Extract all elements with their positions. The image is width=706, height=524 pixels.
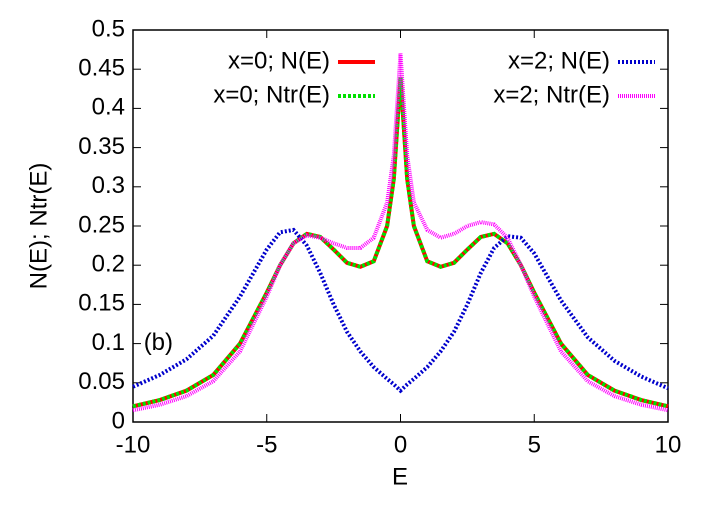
legend-label: x=0; Ntr(E) [213, 81, 330, 108]
legend-label: x=2; Ntr(E) [493, 81, 610, 108]
legend-label: x=0; N(E) [228, 47, 330, 74]
y-tick-label: 0.1 [92, 329, 125, 356]
y-tick-label: 0.05 [78, 368, 125, 395]
x-axis-label: E [392, 463, 408, 490]
y-axis-label: N(E); Ntr(E) [25, 163, 52, 290]
x-tick-label: 10 [655, 431, 682, 458]
y-tick-label: 0.25 [78, 211, 125, 238]
y-tick-label: 0.5 [92, 15, 125, 42]
y-tick-label: 0 [112, 407, 125, 434]
x-tick-label: -5 [256, 431, 277, 458]
y-tick-label: 0.45 [78, 55, 125, 82]
y-tick-label: 0.3 [92, 172, 125, 199]
series-line [132, 53, 669, 413]
legend-label: x=2; N(E) [508, 47, 610, 74]
series-line [132, 227, 669, 394]
y-tick-label: 0.2 [92, 251, 125, 278]
y-tick-label: 0.15 [78, 290, 125, 317]
x-tick-label: -10 [116, 431, 151, 458]
x-tick-label: 5 [528, 431, 541, 458]
y-tick-label: 0.4 [92, 94, 125, 121]
series-line [132, 76, 669, 409]
x-tick-label: 0 [394, 431, 407, 458]
annotation: (b) [144, 329, 173, 356]
series-line [132, 76, 669, 409]
y-tick-label: 0.35 [78, 133, 125, 160]
